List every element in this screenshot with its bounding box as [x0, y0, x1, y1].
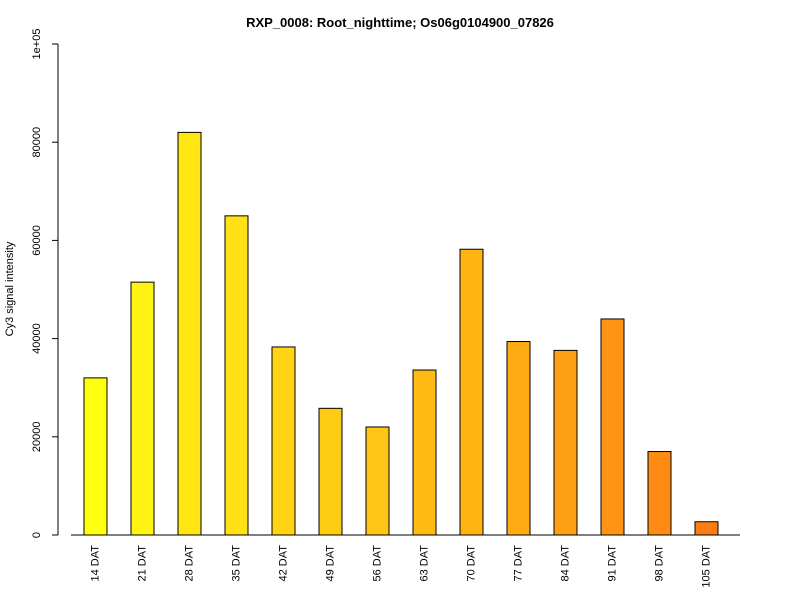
x-tick-label: 105 DAT — [700, 545, 712, 588]
bar — [177, 131, 202, 536]
bars-group — [83, 131, 719, 536]
y-tick-label: 40000 — [31, 323, 43, 354]
y-axis: 0 20000 40000 60000 80000 1e+05 — [31, 29, 59, 538]
bar — [224, 215, 249, 536]
bar — [412, 369, 437, 536]
x-axis: 14 DAT 21 DAT 28 DAT 35 DAT 42 DAT 49 DAT 56 D… — [71, 534, 740, 588]
bar — [694, 521, 719, 536]
x-tick-label: 56 DAT — [371, 545, 383, 582]
bar — [318, 407, 343, 536]
bar — [600, 318, 625, 536]
x-tick-label: 63 DAT — [418, 545, 430, 582]
bar — [271, 346, 296, 536]
y-tick-label: 1e+05 — [31, 29, 43, 60]
y-tick-label: 60000 — [31, 225, 43, 256]
x-tick-label: 49 DAT — [324, 545, 336, 582]
x-tick-label: 14 DAT — [89, 545, 101, 582]
bar — [553, 349, 578, 536]
y-tick-label: 20000 — [31, 422, 43, 453]
x-tick-label: 91 DAT — [606, 545, 618, 582]
bar — [647, 451, 672, 536]
chart-title: RXP_0008: Root_nighttime; Os06g0104900_0… — [246, 15, 554, 30]
x-tick-label: 28 DAT — [183, 545, 195, 582]
x-tick-label: 98 DAT — [653, 545, 665, 582]
bar — [459, 248, 484, 536]
x-tick-label: 70 DAT — [465, 545, 477, 582]
y-tick-label: 0 — [31, 532, 43, 538]
x-tick-label: 21 DAT — [136, 545, 148, 582]
x-tick-label: 35 DAT — [230, 545, 242, 582]
bar — [365, 426, 390, 536]
y-tick-label: 80000 — [31, 127, 43, 158]
y-axis-label: Cy3 signal intensity — [4, 241, 16, 336]
x-tick-label: 84 DAT — [559, 545, 571, 582]
bar — [506, 341, 531, 536]
x-tick-label: 77 DAT — [512, 545, 524, 582]
bar — [83, 377, 108, 536]
x-tick-label: 42 DAT — [277, 545, 289, 582]
bar — [130, 281, 155, 536]
